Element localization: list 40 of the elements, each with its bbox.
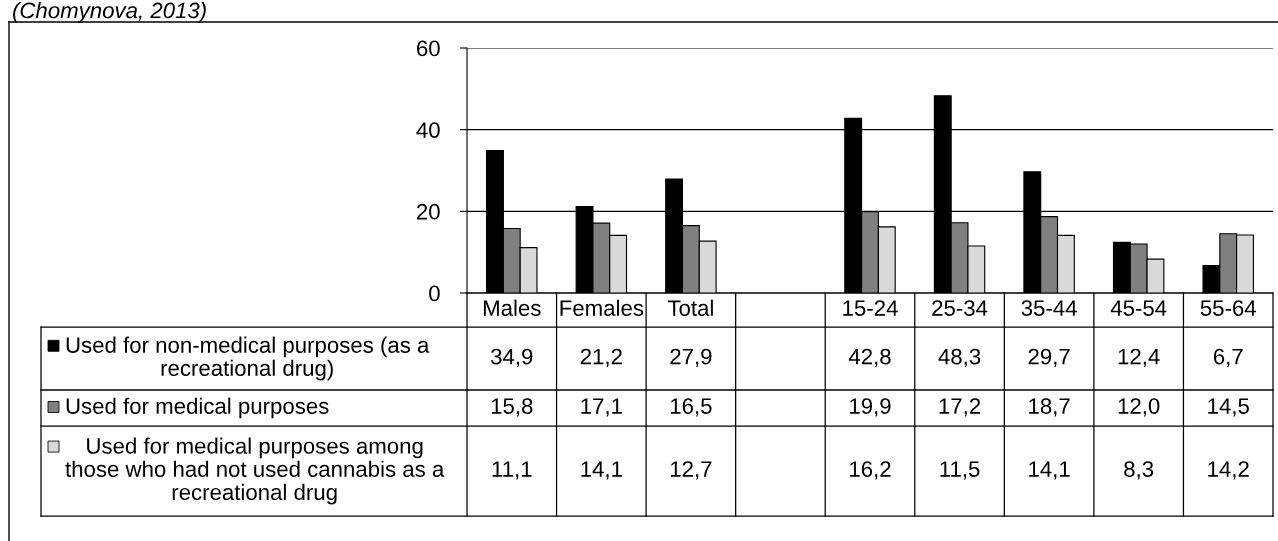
data-label: 18,7 (1029, 398, 1070, 417)
data-label: 16,2 (850, 461, 891, 480)
data-label: 11,5 (940, 461, 980, 480)
x-tick-label: 45-54 (1110, 300, 1167, 316)
data-label: 14,5 (1208, 398, 1249, 417)
x-tick-label: 15-24 (843, 300, 898, 316)
data-label: 17,1 (581, 398, 622, 417)
data-label: 16,5 (670, 398, 712, 417)
legend-label: Used for medical purposes among those who had not used cannabis as a recreational drug (65, 437, 445, 505)
data-label: 27,9 (670, 348, 712, 368)
data-label: 11,1 (492, 461, 532, 480)
data-label: 15,8 (491, 398, 533, 417)
y-tick-label: 40 (416, 122, 440, 138)
data-label: 6,7 (1213, 348, 1243, 368)
x-tick-label: 35-44 (1021, 300, 1077, 316)
data-label: 8,3 (1124, 461, 1154, 480)
y-tick-label: 60 (417, 40, 440, 57)
legend-label: Used for non-medical purposes (as a recreational drug) (66, 336, 430, 381)
data-label: 14,1 (1029, 461, 1070, 480)
y-tick-label: 0 (429, 285, 440, 302)
data-label: 21,2 (580, 348, 622, 368)
x-tick-label: Total (667, 299, 713, 316)
data-label: 42,8 (848, 348, 891, 368)
data-label: 12,0 (1118, 398, 1160, 417)
data-label: 17,2 (939, 398, 981, 417)
x-tick-label: Males (483, 299, 541, 316)
data-label: 34,9 (491, 348, 533, 368)
x-tick-label: Females (560, 299, 644, 316)
x-tick-label: 55-64 (1200, 300, 1256, 316)
y-tick-label: 20 (417, 203, 440, 220)
data-label: 14,2 (1208, 461, 1249, 480)
data-label: 48,3 (938, 348, 981, 368)
text: (Chomynova, 2013) (13, 2, 206, 23)
data-label: 14,1 (581, 461, 622, 480)
legend-label: Used for medical purposes (66, 397, 329, 419)
data-label: 12,7 (670, 461, 712, 480)
data-label: 12,4 (1118, 348, 1160, 368)
data-label: 29,7 (1028, 348, 1070, 368)
data-label: 19,9 (850, 398, 891, 417)
x-tick-label: 25-34 (932, 300, 988, 316)
